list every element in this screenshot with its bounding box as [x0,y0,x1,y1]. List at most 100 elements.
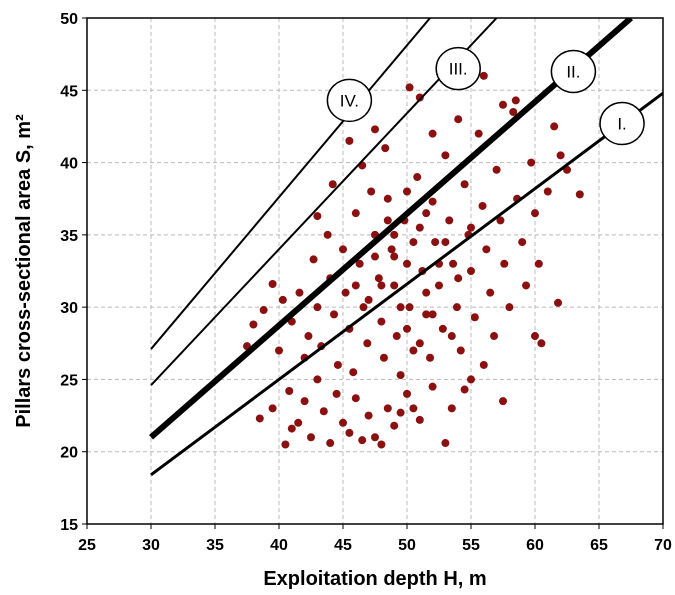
scatter-point [383,194,392,203]
scatter-point [339,245,347,254]
trend-line [149,18,633,440]
scatter-point [359,303,368,312]
scatter-point [333,360,342,369]
line-label: IV. [340,91,359,110]
scatter-point [534,259,543,268]
scatter-point [422,288,431,297]
scatter-point [428,310,437,319]
line-label: II. [566,62,580,81]
scatter-point [500,259,509,268]
scatter-point [413,173,422,182]
plot-area [149,18,663,477]
scatter-point [428,129,437,138]
scatter-point [355,259,364,268]
y-tick-label: 50 [60,11,78,28]
scatter-point [309,255,318,264]
x-tick-label: 50 [398,537,416,554]
scatter-point [431,238,440,247]
scatter-point [454,274,463,283]
scatter-point [259,306,268,315]
scatter-point [300,397,309,406]
scatter-point [505,303,514,312]
scatter-point [255,414,264,423]
scatter-point [438,324,447,333]
trend-line [150,91,663,477]
scatter-point [345,136,354,145]
scatter-point [323,230,332,239]
scatter-point [326,439,335,448]
scatter-point [275,346,283,355]
scatter-point [374,274,383,283]
scatter-point [499,397,507,406]
scatter-point [304,332,313,341]
scatter-point [531,332,539,341]
scatter-point [456,346,465,355]
scatter-point [452,303,461,312]
scatter-point [268,280,277,289]
scatter-point [550,122,559,131]
scatter-point [447,404,456,413]
scatter-point [415,93,424,102]
scatter-point [294,418,303,427]
scatter-point [339,418,347,427]
scatter-point [428,197,437,206]
scatter-point [278,295,287,304]
scatter-point [415,339,424,348]
scatter-point [392,332,401,341]
scatter-point [409,404,418,413]
scatter-point [499,100,507,109]
scatter-point [371,433,379,442]
scatter-point [511,96,520,105]
y-tick-label: 25 [60,372,78,389]
scatter-point [575,190,584,199]
scatter-point [531,209,539,218]
y-axis-title: Pillars cross-sectional area S, m² [13,114,35,428]
scatter-point [249,320,258,329]
scatter-point [554,298,563,307]
scatter-point [435,281,443,290]
y-tick-label: 20 [60,445,78,462]
x-tick-label: 70 [654,537,672,554]
scatter-point [313,303,322,312]
scatter-point [390,281,399,290]
scatter-point [426,353,435,362]
line-label-bubble [550,49,597,94]
scatter-point [405,83,414,92]
scatter-point [377,281,386,290]
scatter-point [486,288,495,297]
x-tick-label: 60 [526,537,544,554]
scatter-point [492,165,501,174]
scatter-point [371,125,379,134]
x-tick-label: 55 [462,537,480,554]
scatter-point [332,389,341,398]
scatter-point [351,394,360,403]
scatter-point [330,310,339,319]
scatter-point [307,433,315,442]
scatter-point [454,115,463,124]
line-label: III. [449,60,468,79]
scatter-point [351,209,360,218]
scatter-point [496,216,505,225]
scatter-point [474,129,483,138]
trend-line [150,18,431,350]
scatter-point [390,230,399,239]
scatter-point [422,310,431,319]
x-tick-label: 30 [142,537,160,554]
scatter-point [478,201,487,210]
scatter-point [396,371,405,380]
scatter-point [479,71,488,80]
scatter-point [447,332,456,341]
scatter-point [509,107,518,116]
scatter-point [341,288,350,297]
scatter-point [537,339,546,348]
scatter-point [403,324,411,333]
scatter-point [371,252,379,261]
x-tick-label: 35 [206,537,224,554]
scatter-point [415,223,424,232]
scatter-point [422,209,431,218]
line-label-bubble [599,101,645,146]
scatter-point [287,424,296,433]
scatter-point [363,339,372,348]
scatter-point [556,151,565,160]
y-tick-label: 45 [60,83,78,100]
